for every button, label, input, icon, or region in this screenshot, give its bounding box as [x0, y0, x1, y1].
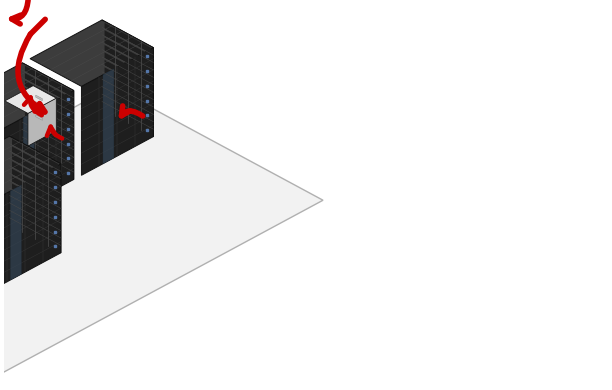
Polygon shape [105, 23, 151, 53]
Polygon shape [0, 63, 73, 129]
Polygon shape [12, 176, 58, 207]
Polygon shape [12, 206, 58, 236]
Polygon shape [81, 48, 154, 176]
Polygon shape [105, 30, 151, 61]
Polygon shape [22, 63, 73, 179]
Polygon shape [5, 86, 56, 113]
Polygon shape [103, 69, 114, 164]
Polygon shape [0, 164, 61, 292]
Polygon shape [25, 96, 71, 126]
Polygon shape [12, 139, 58, 170]
Polygon shape [105, 97, 151, 128]
Polygon shape [12, 169, 58, 199]
Polygon shape [0, 87, 323, 390]
Polygon shape [25, 125, 71, 156]
Polygon shape [105, 82, 151, 113]
Polygon shape [25, 140, 71, 170]
Polygon shape [0, 136, 61, 202]
Polygon shape [12, 221, 58, 251]
Polygon shape [105, 60, 151, 90]
Polygon shape [35, 108, 42, 114]
Polygon shape [2, 90, 73, 218]
Polygon shape [28, 98, 56, 146]
Polygon shape [25, 110, 71, 141]
Polygon shape [25, 80, 71, 111]
Polygon shape [12, 184, 58, 214]
Polygon shape [35, 102, 42, 107]
Polygon shape [12, 191, 58, 222]
Polygon shape [9, 136, 61, 253]
Polygon shape [25, 88, 71, 119]
Polygon shape [102, 20, 154, 136]
Polygon shape [12, 154, 58, 184]
Polygon shape [25, 133, 71, 163]
Polygon shape [105, 67, 151, 98]
Polygon shape [105, 53, 151, 83]
Polygon shape [33, 86, 56, 131]
Polygon shape [35, 95, 42, 101]
Polygon shape [12, 213, 58, 244]
Polygon shape [35, 115, 42, 121]
Polygon shape [25, 73, 71, 104]
Polygon shape [105, 90, 151, 120]
Polygon shape [105, 105, 151, 135]
Polygon shape [25, 66, 71, 96]
Polygon shape [12, 161, 58, 192]
Polygon shape [25, 147, 71, 178]
Polygon shape [25, 118, 71, 148]
Polygon shape [12, 199, 58, 229]
Polygon shape [10, 185, 21, 280]
Polygon shape [30, 20, 154, 86]
Polygon shape [25, 103, 71, 133]
Polygon shape [105, 38, 151, 68]
Polygon shape [23, 112, 34, 207]
Polygon shape [105, 75, 151, 105]
Polygon shape [105, 45, 151, 76]
Polygon shape [12, 147, 58, 177]
